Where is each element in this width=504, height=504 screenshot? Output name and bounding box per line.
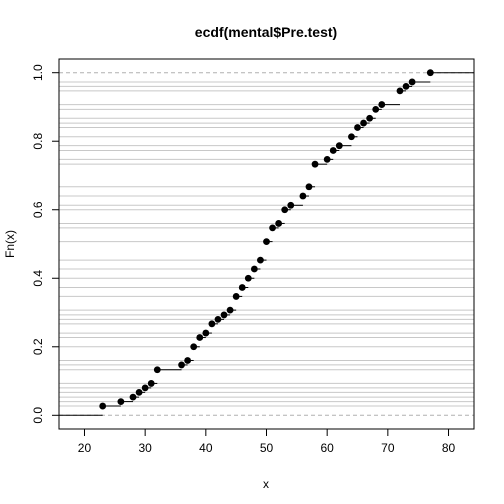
plot-area xyxy=(59,69,474,416)
data-point xyxy=(129,393,137,401)
data-point xyxy=(250,265,258,273)
data-point xyxy=(196,334,204,341)
data-point xyxy=(360,119,367,127)
x-tick-label: 80 xyxy=(442,441,456,455)
data-point xyxy=(299,192,307,200)
data-point xyxy=(323,155,331,163)
data-point xyxy=(184,357,192,364)
x-tick-label: 40 xyxy=(199,441,213,455)
x-tick-label: 60 xyxy=(320,441,334,455)
y-axis: 0.0 0.2 0.4 0.6 0.8 1.0 xyxy=(31,64,59,424)
data-point xyxy=(408,78,416,86)
x-axis-label: x xyxy=(263,477,269,491)
data-point xyxy=(366,114,374,122)
data-point xyxy=(141,384,149,392)
data-point xyxy=(281,206,289,214)
data-point xyxy=(99,402,107,410)
data-point xyxy=(208,320,216,328)
data-point xyxy=(190,343,198,351)
data-point xyxy=(311,160,319,168)
x-axis: 20 30 40 50 60 70 80 xyxy=(78,429,456,455)
x-tick-label: 20 xyxy=(78,441,92,455)
data-point xyxy=(305,183,313,191)
data-point xyxy=(426,69,434,77)
data-point xyxy=(147,380,155,387)
data-point xyxy=(378,101,386,108)
y-tick-label: 0.0 xyxy=(31,407,45,424)
y-tick-label: 1.0 xyxy=(31,64,45,81)
data-point xyxy=(257,256,264,264)
x-tick-label: 70 xyxy=(381,441,395,455)
chart-title: ecdf(mental$Pre.test) xyxy=(195,24,337,40)
data-point xyxy=(372,105,380,113)
data-point xyxy=(269,224,276,232)
data-point xyxy=(244,274,252,282)
data-point xyxy=(135,388,143,396)
data-point xyxy=(402,83,410,90)
data-point xyxy=(348,133,355,141)
y-tick-label: 0.4 xyxy=(31,270,45,287)
data-point xyxy=(202,329,210,337)
step-grid-lines xyxy=(59,72,474,416)
data-point xyxy=(396,87,404,95)
data-point xyxy=(117,398,125,405)
data-point xyxy=(263,238,270,246)
y-axis-label: Fn(x) xyxy=(3,230,17,258)
y-tick-label: 0.8 xyxy=(31,133,45,150)
data-point xyxy=(226,306,234,314)
data-point xyxy=(275,220,283,227)
x-tick-label: 50 xyxy=(260,441,274,455)
data-point xyxy=(238,284,246,291)
data-point xyxy=(232,293,240,300)
data-point xyxy=(214,315,222,323)
data-point xyxy=(335,142,343,150)
data-point xyxy=(153,366,161,374)
data-point xyxy=(178,361,185,369)
x-tick-label: 30 xyxy=(138,441,152,455)
data-point xyxy=(329,147,337,154)
data-point xyxy=(354,124,361,131)
data-point xyxy=(287,201,295,209)
data-point xyxy=(220,311,228,319)
y-tick-label: 0.6 xyxy=(31,201,45,218)
y-tick-label: 0.2 xyxy=(31,338,45,355)
